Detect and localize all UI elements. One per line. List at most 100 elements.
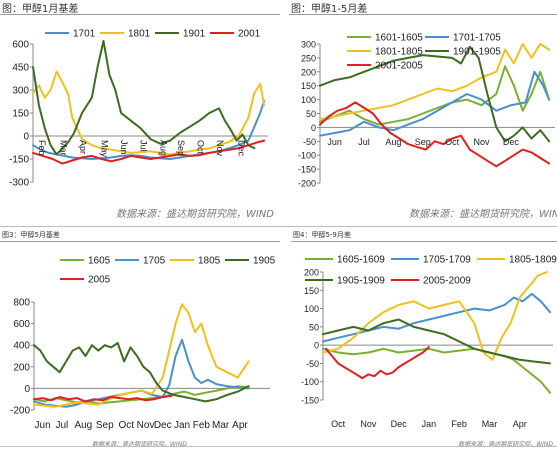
x-tick-label: Jan: [174, 420, 190, 431]
x-tick-label: Dec: [237, 140, 247, 157]
legend-label: 1901-1905: [453, 47, 501, 58]
x-tick-label: Apr: [232, 420, 248, 431]
series-line-1905-1909: [322, 318, 551, 365]
y-tick-label: 200: [304, 268, 319, 278]
chart-svg: -200 0 200 400 600 800 Jun Jul Aug Sep Oct Nov Dec Ja…: [10, 256, 276, 432]
x-tick-label: Nov: [474, 137, 491, 147]
x-tick-label: Jan: [422, 419, 437, 429]
series-line-1705: [33, 338, 250, 408]
legend-label: 1701: [73, 29, 96, 40]
title-rule: [291, 241, 557, 242]
x-tick-label: Jun: [119, 140, 129, 155]
y-tick-label: -50: [306, 359, 319, 369]
x-tick-label: Mar: [58, 140, 68, 156]
source-note: 数据来源：盛达期货研究院，WIND: [115, 209, 274, 220]
series-line-1905: [33, 342, 250, 403]
y-tick-label: 150: [12, 109, 29, 120]
legend-label: 2005-2009: [423, 276, 471, 287]
legend-label: 1805-1809: [509, 255, 557, 266]
x-tick-label: May: [100, 140, 110, 158]
x-tick-label: Jul: [55, 420, 68, 431]
chart-svg: -150 -100 -50 0 50 100 150 200 Oct Nov Dec Jan Feb Ma…: [301, 255, 557, 430]
chart-panel-2: 图：甲醇1-5月差 -200 -150 -100 -50 0 50 100 150 200 250…: [289, 0, 557, 228]
x-tick-label: Dec: [391, 419, 408, 429]
x-tick-label: Dec: [154, 420, 172, 431]
title-rule: [0, 241, 280, 242]
y-tick-label: -150: [9, 155, 29, 166]
legend-label: 1905: [253, 256, 276, 267]
x-tick-label: Nov: [215, 140, 225, 157]
y-tick-label: 100: [304, 304, 319, 314]
x-tick-label: Jun: [35, 420, 51, 431]
legend-label: 1901: [183, 29, 206, 40]
legend-label: 1605: [88, 256, 111, 267]
y-tick-label: -200: [10, 406, 30, 417]
chart-panel-3: 图3：甲醇5月基差 -200 0 200 400 600 800 Jun Jul Aug Sep O…: [0, 230, 280, 450]
legend-label: 1705: [143, 256, 166, 267]
series-line-1701-1705: [319, 70, 551, 137]
x-tick-label: Oct: [196, 140, 206, 155]
y-tick-label: -100: [298, 151, 316, 161]
y-tick-label: 150: [301, 81, 316, 91]
x-tick-label: Oct: [445, 137, 460, 147]
series-line-2001-2005: [319, 101, 551, 168]
legend-label: 2001-2005: [375, 61, 423, 72]
y-tick-label: 200: [13, 362, 30, 373]
y-tick-label: 0: [24, 384, 30, 395]
y-tick-label: -200: [298, 179, 316, 189]
chart-panel-4: 图4：甲醇5-9月差 -150 -100 -50 0 50 100 150 200 Oct Nov…: [291, 230, 557, 450]
series-line-2005-2009: [325, 346, 430, 380]
y-tick-label: 150: [304, 286, 319, 296]
series-line-1805-1809: [322, 271, 548, 361]
x-tick-label: Nov: [137, 420, 155, 431]
chart-svg: -200 -150 -100 -50 0 50 100 150 200 250 300 Jun Jul A…: [298, 33, 555, 189]
x-tick-label: Mar: [212, 420, 230, 431]
y-tick-label: 0: [311, 123, 316, 133]
series-line-1605-1609: [322, 347, 551, 394]
title-rule: [289, 14, 557, 15]
y-tick-label: 450: [12, 63, 29, 74]
y-tick-label: -100: [301, 377, 319, 387]
y-tick-label: 600: [12, 40, 29, 51]
y-tick-label: 250: [301, 53, 316, 63]
x-tick-label: Mar: [482, 419, 498, 429]
legend-label: 1605-1609: [337, 255, 385, 266]
x-tick-label: Aug: [158, 140, 168, 156]
x-tick-label: Sep: [96, 420, 114, 431]
series-line-1705-1709: [322, 292, 551, 343]
panel-title: 图4：甲醇5-9月差: [293, 231, 351, 239]
bottom-rule: [0, 446, 557, 447]
x-tick-label: Sep: [415, 137, 431, 147]
y-tick-label: 800: [13, 298, 30, 309]
x-tick-label: Jul: [139, 140, 149, 152]
x-tick-label: Feb: [193, 420, 211, 431]
y-tick-label: 300: [12, 86, 29, 97]
title-rule: [0, 14, 280, 15]
x-tick-label: Aug: [74, 420, 92, 431]
series-line-1801-1805: [319, 43, 551, 121]
x-tick-label: Feb: [37, 140, 47, 156]
y-tick-label: 200: [301, 67, 316, 77]
legend-label: 1701-1705: [453, 33, 501, 44]
series-line-1901-1905: [319, 45, 551, 143]
x-tick-label: Feb: [451, 419, 467, 429]
legend-label: 2001: [238, 29, 261, 40]
chart-svg: -300 -150 0 150 300 450 600 Feb Mar Apr May Jun Jul A…: [9, 29, 268, 189]
y-tick-label: 400: [13, 341, 30, 352]
source-note: 数据来源：盛达期货研究院，WIND: [458, 441, 553, 448]
panel-title: 图：甲醇1月基差: [2, 4, 79, 15]
series-line-2005: [33, 395, 173, 403]
series-line-1901: [32, 39, 256, 156]
chart-panel-1: 图：甲醇1月基差 -300 -150 0 150 300 450 600 Feb Mar Apr M…: [0, 0, 280, 228]
series-line-1801: [32, 70, 266, 156]
x-tick-label: Oct: [331, 419, 346, 429]
y-tick-label: 300: [301, 40, 316, 50]
legend-label: 1801-1805: [375, 47, 423, 58]
y-tick-label: 0: [314, 341, 319, 351]
series-line-1701: [32, 99, 266, 160]
x-tick-label: Sep: [176, 140, 186, 156]
panel-title: 图3：甲醇5月基差: [2, 231, 60, 239]
y-tick-label: -150: [298, 165, 316, 175]
legend-label: 1801: [128, 29, 151, 40]
y-tick-label: 50: [306, 109, 316, 119]
